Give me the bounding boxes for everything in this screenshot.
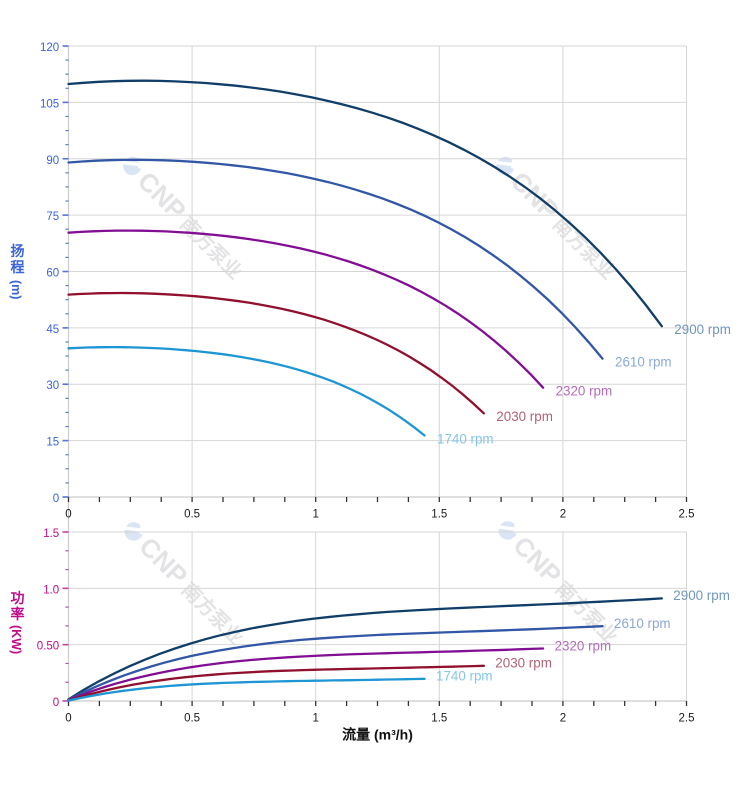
svg-text:30: 30	[46, 380, 59, 392]
svg-text:0: 0	[53, 493, 59, 505]
svg-text:程: 程	[11, 259, 25, 275]
svg-text:120: 120	[40, 42, 59, 54]
svg-text:1.5: 1.5	[43, 528, 59, 540]
svg-text:(KW): (KW)	[9, 625, 23, 654]
svg-text:90: 90	[46, 155, 59, 167]
svg-text:2320 rpm: 2320 rpm	[556, 384, 613, 399]
svg-text:15: 15	[46, 437, 59, 449]
svg-text:0.5: 0.5	[184, 713, 200, 725]
svg-text:45: 45	[46, 324, 59, 336]
svg-text:60: 60	[46, 268, 59, 280]
svg-text:2030 rpm: 2030 rpm	[496, 409, 553, 424]
svg-text:1: 1	[312, 509, 318, 521]
svg-text:2610 rpm: 2610 rpm	[615, 354, 672, 369]
svg-text:1.5: 1.5	[431, 509, 447, 521]
svg-text:2900 rpm: 2900 rpm	[673, 588, 730, 603]
svg-text:2900 rpm: 2900 rpm	[674, 322, 731, 337]
svg-text:2: 2	[560, 509, 566, 521]
svg-text:率: 率	[11, 606, 25, 622]
svg-text:1740 rpm: 1740 rpm	[436, 669, 493, 684]
svg-text:0.5: 0.5	[184, 509, 200, 521]
svg-text:0: 0	[53, 697, 59, 709]
svg-text:(m): (m)	[9, 280, 23, 299]
svg-text:1.0: 1.0	[43, 584, 59, 596]
svg-text:1740 rpm: 1740 rpm	[437, 431, 494, 446]
svg-text:流量 (m³/h): 流量 (m³/h)	[342, 727, 413, 743]
svg-text:扬: 扬	[11, 243, 25, 259]
svg-text:2: 2	[560, 713, 566, 725]
svg-text:1: 1	[312, 713, 318, 725]
svg-text:1.5: 1.5	[431, 713, 447, 725]
svg-text:75: 75	[46, 211, 59, 223]
svg-text:0.50: 0.50	[37, 641, 59, 653]
svg-text:0: 0	[65, 713, 71, 725]
svg-text:功: 功	[11, 590, 25, 606]
svg-text:2320 rpm: 2320 rpm	[555, 638, 612, 653]
svg-text:2.5: 2.5	[679, 509, 695, 521]
svg-text:2.5: 2.5	[679, 713, 695, 725]
svg-text:2610 rpm: 2610 rpm	[614, 616, 671, 631]
svg-text:0: 0	[65, 509, 71, 521]
svg-text:105: 105	[40, 98, 59, 110]
svg-text:2030 rpm: 2030 rpm	[495, 656, 552, 671]
